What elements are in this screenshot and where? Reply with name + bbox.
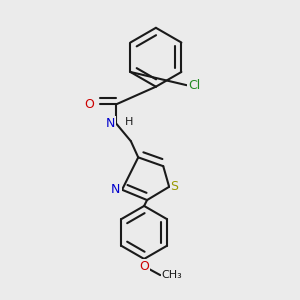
- Text: O: O: [84, 98, 94, 111]
- Text: H: H: [125, 117, 133, 127]
- Text: Cl: Cl: [188, 79, 200, 92]
- Text: N: N: [111, 183, 121, 196]
- Text: S: S: [171, 180, 178, 193]
- Text: O: O: [139, 260, 149, 273]
- Text: N: N: [105, 117, 115, 130]
- Text: CH₃: CH₃: [162, 270, 182, 280]
